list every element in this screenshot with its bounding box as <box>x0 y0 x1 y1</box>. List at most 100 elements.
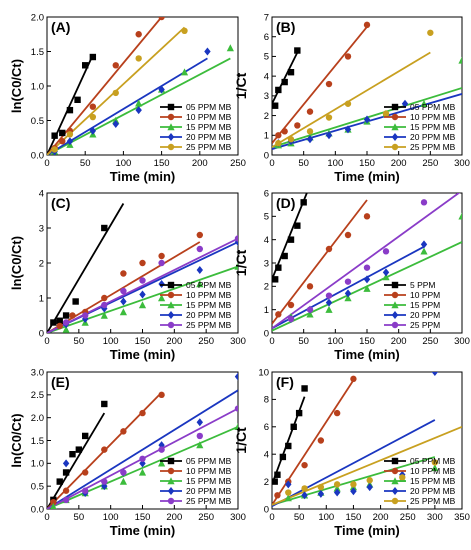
data-point <box>112 119 119 128</box>
x-tick-label: 50 <box>298 158 309 169</box>
data-point <box>431 372 439 376</box>
data-point <box>120 469 127 476</box>
data-point <box>139 290 146 299</box>
data-point <box>138 301 147 309</box>
series-group <box>47 203 238 333</box>
data-point <box>333 481 341 488</box>
chart-panel: 0 50 100 150 200 250 0.0 0.5 1.0 1.5 2.0 Time (min)… <box>9 12 246 184</box>
x-tick-label: 200 <box>166 512 182 523</box>
data-point <box>325 131 333 140</box>
data-point <box>62 459 70 468</box>
data-point <box>420 99 428 107</box>
panel-label: (E) <box>51 374 70 390</box>
data-point <box>306 128 314 135</box>
data-point <box>431 464 439 472</box>
data-point <box>234 262 238 270</box>
fit-line <box>47 412 106 509</box>
data-point <box>344 100 352 107</box>
panel-label: (B) <box>276 19 295 35</box>
panel-label: (A) <box>51 19 70 35</box>
data-point <box>69 451 76 458</box>
data-point <box>350 487 357 496</box>
data-point <box>119 308 127 316</box>
legend-entry: 20 PPM MB <box>410 486 456 496</box>
data-point <box>158 459 166 467</box>
data-point <box>363 284 371 292</box>
x-axis-label: Time (min) <box>334 523 400 538</box>
legend-entry: 20 PPM MB <box>186 310 232 320</box>
data-point <box>89 126 97 135</box>
data-point <box>294 222 301 229</box>
legend-marker <box>167 457 175 465</box>
fit-line <box>47 237 238 333</box>
y-axis-label: 1/Ct <box>233 249 249 276</box>
data-point <box>50 498 57 506</box>
data-point <box>287 315 295 323</box>
fit-line <box>47 389 238 509</box>
data-point <box>287 301 295 309</box>
data-point <box>69 312 76 319</box>
data-point <box>158 446 165 453</box>
y-tick-label: 0.5 <box>31 481 44 492</box>
data-point <box>89 113 97 121</box>
data-point <box>82 469 89 476</box>
fit-line <box>272 456 436 506</box>
data-point <box>399 474 406 481</box>
x-tick-label: 0 <box>44 336 49 347</box>
data-point <box>119 477 127 485</box>
legend-entry: 15 PPM MB <box>186 300 232 310</box>
data-point <box>401 99 409 108</box>
data-point <box>301 461 308 469</box>
legend-entry: 10 PPM MB <box>186 112 232 122</box>
y-tick-label: 2 <box>264 282 269 293</box>
data-point <box>204 47 211 56</box>
data-point <box>196 418 203 427</box>
y-tick-label: 1 <box>264 305 269 316</box>
data-point <box>62 312 70 319</box>
data-point <box>56 478 63 485</box>
y-tick-label: 4 <box>264 71 269 82</box>
x-tick-label: 150 <box>345 512 361 523</box>
series-group <box>47 17 234 155</box>
y-tick-label: 0.5 <box>31 116 44 127</box>
panel-label: (F) <box>276 374 294 390</box>
legend-marker <box>391 311 399 319</box>
data-point <box>272 102 279 109</box>
data-point <box>420 247 428 255</box>
y-tick-label: 1 <box>39 293 44 304</box>
y-axis-label: 1/Ct <box>233 427 249 454</box>
x-tick-label: 50 <box>74 512 85 523</box>
x-tick-label: 100 <box>103 336 119 347</box>
data-point <box>101 224 108 232</box>
x-tick-label: 200 <box>166 336 182 347</box>
data-point <box>325 292 333 299</box>
data-point <box>101 301 108 309</box>
data-point <box>135 31 142 38</box>
x-axis-label: Time (min) <box>110 523 176 538</box>
data-point <box>281 252 288 260</box>
legend-marker <box>167 123 175 131</box>
legend-entry: 5 PPM <box>410 280 436 290</box>
data-point <box>333 488 341 497</box>
data-point <box>158 259 165 267</box>
legend-entry: 05 PPM MB <box>410 102 456 112</box>
legend-entry: 15 PPM MB <box>410 122 456 132</box>
y-tick-label: 5 <box>264 212 269 223</box>
legend-marker <box>391 291 399 299</box>
data-point <box>59 129 66 137</box>
data-point <box>458 212 462 220</box>
data-point <box>272 276 279 283</box>
x-tick-label: 300 <box>230 512 246 523</box>
x-axis-label: Time (min) <box>110 169 176 184</box>
data-point <box>234 405 238 412</box>
data-point <box>120 297 127 306</box>
data-point <box>62 496 70 504</box>
data-point <box>306 283 314 290</box>
data-point <box>325 80 333 88</box>
data-point <box>350 481 357 488</box>
data-point <box>89 103 97 110</box>
x-tick-label: 150 <box>359 158 375 169</box>
data-point <box>306 135 314 144</box>
data-point <box>301 485 308 492</box>
